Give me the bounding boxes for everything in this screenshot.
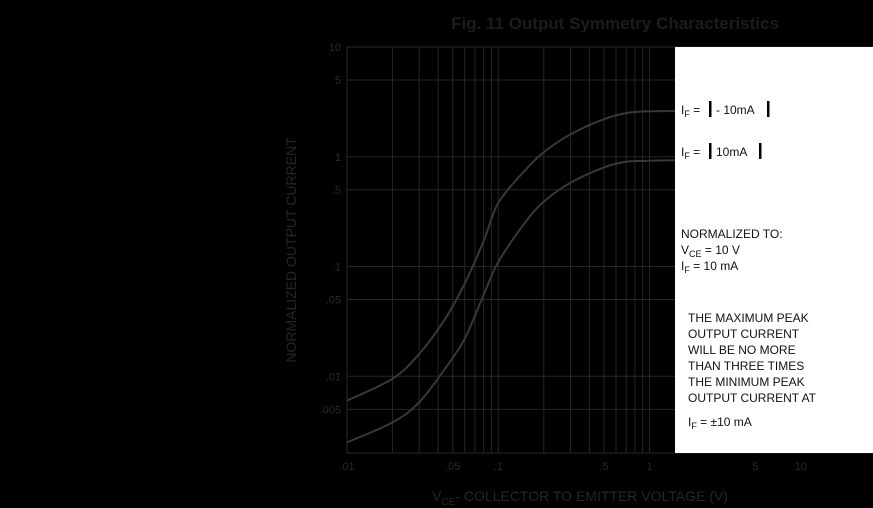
y-tick-label: 1 xyxy=(335,152,341,164)
x-tick-label: 5 xyxy=(752,461,758,473)
legend-value-neg10: - 10mA xyxy=(716,103,755,117)
x-tick-label: .05 xyxy=(445,461,460,473)
x-tick-label: .1 xyxy=(494,461,503,473)
note-line: THAN THREE TIMES xyxy=(688,359,804,373)
y-tick-label: .1 xyxy=(332,262,341,274)
legend-entry-pos10: IF = 10mA xyxy=(681,143,762,161)
normalized-vce: VCE = 10 V xyxy=(681,243,740,259)
y-tick-label: .01 xyxy=(326,371,341,383)
tick-labels: .01 .05 .1 .5 1 5 10 10 5 1 .5 .1 .05 .01 .005 xyxy=(320,42,807,473)
legend-value-pos10: 10mA xyxy=(716,145,747,159)
legend-panel xyxy=(675,47,873,453)
x-tick-label: .01 xyxy=(339,461,354,473)
plot-frame xyxy=(346,46,873,454)
note-line: OUTPUT CURRENT xyxy=(688,327,800,341)
note-line: OUTPUT CURRENT AT xyxy=(688,391,817,405)
y-tick-label: 10 xyxy=(329,42,341,54)
peak-current-note: THE MAXIMUM PEAK OUTPUT CURRENT WILL BE … xyxy=(688,311,817,431)
legend-label-neg10: IF = xyxy=(681,103,700,119)
x-axis-label: VCE- COLLECTOR TO EMITTER VOLTAGE (V) xyxy=(432,488,728,508)
normalization-note: NORMALIZED TO: VCE = 10 V IF = 10 mA xyxy=(681,227,783,275)
abs-bar-right xyxy=(759,143,762,159)
legend-label-pos10: IF = xyxy=(681,145,700,161)
legend-entry-neg10: IF = - 10mA xyxy=(681,101,770,119)
x-tick-label: 10 xyxy=(795,461,807,473)
note-line: THE MAXIMUM PEAK xyxy=(688,311,809,325)
x-tick-label: 1 xyxy=(646,461,652,473)
y-axis-label: NORMALIZED OUTPUT CURRENT xyxy=(283,137,299,363)
y-tick-label: 5 xyxy=(335,75,341,87)
note-line-last: IF = ±10 mA xyxy=(688,415,752,431)
y-tick-label: .005 xyxy=(320,404,341,416)
chart-title: Fig. 11 Output Symmetry Characteristics xyxy=(451,14,779,33)
note-line: WILL BE NO MORE xyxy=(688,343,796,357)
abs-bar-right xyxy=(767,101,770,117)
x-tick-label: .5 xyxy=(599,461,608,473)
abs-bar-left xyxy=(709,101,712,117)
normalized-if: IF = 10 mA xyxy=(681,259,738,275)
abs-bar-left xyxy=(709,143,712,159)
normalized-title: NORMALIZED TO: xyxy=(681,227,783,241)
note-line: THE MINIMUM PEAK xyxy=(688,375,805,389)
y-tick-label: .05 xyxy=(326,295,341,307)
y-tick-label: .5 xyxy=(332,185,341,197)
